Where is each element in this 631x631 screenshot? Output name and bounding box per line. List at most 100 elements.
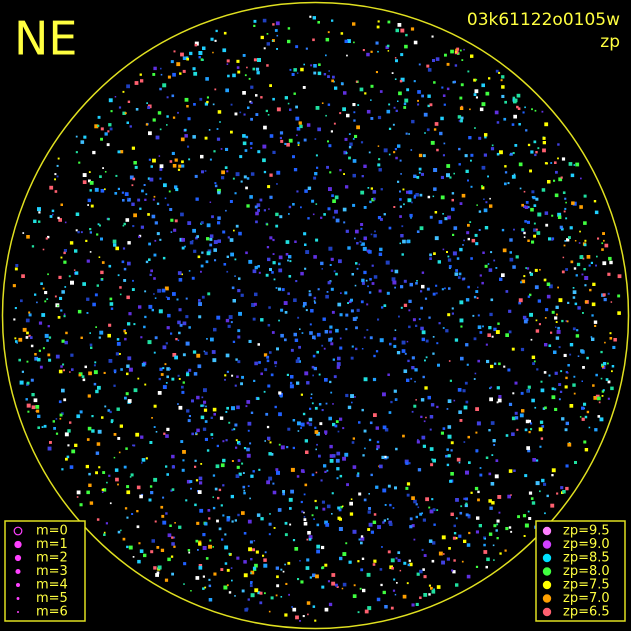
star [231,520,234,523]
star [409,562,413,567]
star [307,531,311,535]
star [268,208,270,210]
star [293,298,297,302]
star [192,228,196,233]
star [254,292,258,297]
star [159,168,163,171]
star [516,105,519,109]
star [457,388,462,392]
star [475,431,478,434]
star [515,255,519,259]
star [358,538,361,541]
star [409,525,413,529]
star [332,216,335,219]
star [377,50,379,53]
star [143,325,146,329]
star [551,214,554,217]
star [175,338,178,341]
star [377,145,380,147]
star [96,442,101,446]
star [342,427,345,430]
star [351,273,354,276]
star [354,134,358,138]
star [481,102,486,107]
star [360,300,364,304]
star [573,164,576,166]
star [154,520,157,523]
star [326,469,329,472]
star [581,380,583,382]
star [94,124,99,129]
star [106,481,108,484]
star [180,52,184,57]
star [309,331,313,335]
star [139,494,143,499]
star [450,441,454,445]
star [490,386,493,389]
star [121,260,125,264]
star [554,388,557,391]
star [411,496,415,500]
star [327,103,331,106]
star [561,270,565,274]
star [68,275,71,278]
star [266,42,270,46]
star [31,245,35,248]
star [164,197,167,200]
star [167,297,170,300]
star [312,38,315,42]
star [370,233,373,236]
star [375,485,379,489]
zp-symbol [542,607,552,617]
star [401,225,404,228]
star [342,207,347,212]
star [429,253,432,257]
star [329,454,334,458]
star [107,217,110,221]
star [214,182,217,185]
star [69,465,74,469]
star [349,512,354,516]
star [296,127,301,131]
star [193,249,197,253]
star [303,521,308,526]
star [237,459,241,462]
star [373,354,376,358]
star [321,344,324,347]
star [420,415,423,418]
star [89,189,92,192]
star [359,587,362,590]
star [609,337,613,340]
star [141,189,144,193]
star [583,402,587,406]
star [331,492,334,495]
star [278,412,282,417]
star [268,522,272,526]
star [491,335,494,338]
star [58,400,62,404]
star [328,70,330,72]
star [609,260,613,265]
star [479,331,483,334]
star [476,204,478,206]
star [236,556,240,560]
star [489,197,491,200]
star [160,67,162,70]
star [457,276,461,279]
star [566,238,570,242]
star [504,165,507,168]
star [140,435,144,439]
star [181,160,184,164]
star [145,457,148,460]
star [235,439,238,442]
star [235,446,238,449]
star [60,256,63,259]
star [74,271,79,275]
star [153,566,157,570]
star [295,359,300,363]
star [232,299,236,303]
star [328,416,332,421]
star [367,606,372,611]
star [300,580,304,584]
star [539,490,541,493]
